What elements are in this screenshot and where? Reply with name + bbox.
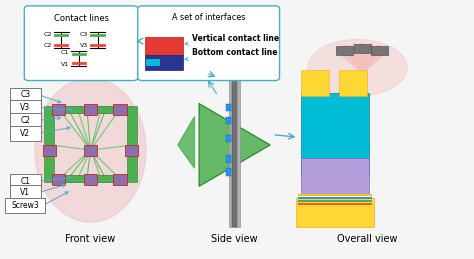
Text: V2: V2	[20, 129, 30, 138]
FancyBboxPatch shape	[226, 135, 231, 142]
FancyBboxPatch shape	[9, 113, 41, 128]
FancyBboxPatch shape	[84, 174, 97, 185]
FancyBboxPatch shape	[9, 88, 41, 102]
FancyBboxPatch shape	[301, 93, 369, 176]
Text: C2: C2	[43, 43, 52, 48]
FancyBboxPatch shape	[301, 70, 329, 96]
FancyBboxPatch shape	[84, 104, 97, 114]
FancyBboxPatch shape	[125, 145, 138, 156]
FancyBboxPatch shape	[301, 158, 369, 194]
FancyBboxPatch shape	[24, 6, 138, 81]
Text: Overall view: Overall view	[337, 234, 397, 244]
FancyBboxPatch shape	[84, 145, 97, 156]
FancyBboxPatch shape	[52, 174, 65, 185]
FancyBboxPatch shape	[145, 37, 182, 55]
FancyBboxPatch shape	[127, 105, 137, 182]
FancyBboxPatch shape	[54, 105, 127, 113]
FancyBboxPatch shape	[232, 52, 237, 227]
Polygon shape	[199, 104, 270, 186]
FancyBboxPatch shape	[9, 100, 41, 115]
FancyBboxPatch shape	[9, 174, 41, 188]
FancyBboxPatch shape	[9, 126, 41, 141]
Text: V1: V1	[20, 188, 30, 197]
FancyBboxPatch shape	[9, 185, 41, 200]
FancyBboxPatch shape	[371, 46, 388, 55]
FancyBboxPatch shape	[336, 46, 353, 55]
FancyBboxPatch shape	[52, 104, 65, 114]
FancyBboxPatch shape	[299, 200, 372, 202]
Text: A set of interfaces: A set of interfaces	[172, 13, 246, 22]
FancyBboxPatch shape	[229, 52, 240, 227]
Text: Side view: Side view	[211, 234, 258, 244]
FancyBboxPatch shape	[299, 203, 372, 205]
Text: C1: C1	[61, 51, 69, 55]
Text: Front view: Front view	[65, 234, 116, 244]
FancyBboxPatch shape	[113, 104, 127, 114]
FancyBboxPatch shape	[113, 174, 127, 185]
Text: C1: C1	[20, 177, 30, 185]
Text: V3: V3	[20, 103, 30, 112]
FancyBboxPatch shape	[54, 175, 127, 182]
Text: V3: V3	[80, 43, 88, 48]
FancyBboxPatch shape	[354, 44, 371, 53]
FancyBboxPatch shape	[226, 155, 231, 163]
FancyBboxPatch shape	[45, 105, 54, 182]
FancyBboxPatch shape	[146, 59, 160, 66]
Ellipse shape	[308, 39, 407, 96]
FancyBboxPatch shape	[43, 145, 56, 156]
FancyBboxPatch shape	[299, 194, 372, 196]
FancyBboxPatch shape	[299, 197, 372, 199]
Text: Screw3: Screw3	[11, 201, 39, 210]
FancyBboxPatch shape	[226, 104, 231, 111]
FancyBboxPatch shape	[338, 70, 367, 96]
FancyBboxPatch shape	[138, 6, 280, 81]
Text: C2: C2	[43, 32, 52, 37]
Text: V1: V1	[61, 62, 69, 67]
FancyBboxPatch shape	[226, 117, 231, 124]
Text: Contact lines: Contact lines	[54, 14, 109, 23]
Polygon shape	[178, 117, 194, 168]
Text: C3: C3	[80, 32, 88, 37]
Text: Bottom contact line: Bottom contact line	[185, 48, 278, 60]
Text: C2: C2	[20, 116, 30, 125]
FancyBboxPatch shape	[5, 198, 46, 213]
Ellipse shape	[35, 78, 146, 222]
FancyBboxPatch shape	[226, 168, 231, 176]
Text: C3: C3	[20, 90, 30, 99]
FancyBboxPatch shape	[145, 55, 182, 70]
Text: Vertical contact line: Vertical contact line	[185, 34, 279, 45]
FancyBboxPatch shape	[296, 198, 374, 227]
